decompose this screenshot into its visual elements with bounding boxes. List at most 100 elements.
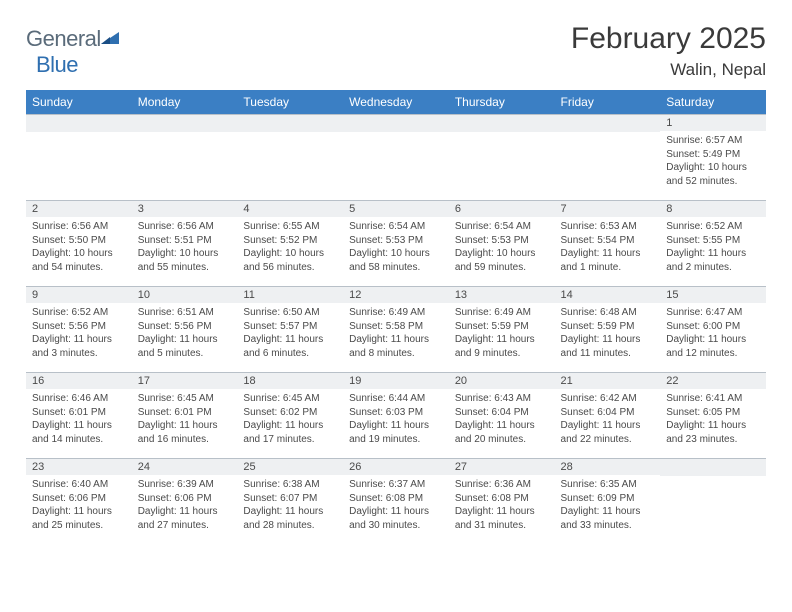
day-cell: 18Sunrise: 6:45 AMSunset: 6:02 PMDayligh… (237, 373, 343, 459)
day-line: Daylight: 10 hours and 59 minutes. (455, 247, 549, 274)
day-line: Sunset: 5:50 PM (32, 234, 126, 248)
header-row: General Blue February 2025 Walin, Nepal (26, 22, 766, 80)
day-line: Sunrise: 6:47 AM (666, 306, 760, 320)
day-line: Sunset: 6:02 PM (243, 406, 337, 420)
logo-blue-text: Blue (36, 52, 78, 77)
day-line: Sunrise: 6:54 AM (349, 220, 443, 234)
calendar-head: Sunday Monday Tuesday Wednesday Thursday… (26, 90, 766, 115)
day-cell (343, 115, 449, 201)
day-line: Sunrise: 6:56 AM (138, 220, 232, 234)
day-number: 17 (132, 373, 238, 389)
day-line: Sunrise: 6:37 AM (349, 478, 443, 492)
day-cell: 9Sunrise: 6:52 AMSunset: 5:56 PMDaylight… (26, 287, 132, 373)
day-line: Sunrise: 6:40 AM (32, 478, 126, 492)
day-number: 6 (449, 201, 555, 217)
day-detail-text: Sunrise: 6:49 AMSunset: 5:58 PMDaylight:… (343, 303, 449, 362)
day-line: Sunset: 5:52 PM (243, 234, 337, 248)
day-line: Sunset: 5:59 PM (455, 320, 549, 334)
day-line: Daylight: 11 hours and 17 minutes. (243, 419, 337, 446)
day-cell: 20Sunrise: 6:43 AMSunset: 6:04 PMDayligh… (449, 373, 555, 459)
day-line: Sunrise: 6:45 AM (243, 392, 337, 406)
day-line: Daylight: 11 hours and 31 minutes. (455, 505, 549, 532)
day-line: Sunrise: 6:52 AM (32, 306, 126, 320)
day-detail-text: Sunrise: 6:53 AMSunset: 5:54 PMDaylight:… (555, 217, 661, 276)
day-cell: 1Sunrise: 6:57 AMSunset: 5:49 PMDaylight… (660, 115, 766, 201)
day-number: 13 (449, 287, 555, 303)
day-line: Sunrise: 6:36 AM (455, 478, 549, 492)
day-header: Thursday (449, 90, 555, 115)
day-line: Sunrise: 6:41 AM (666, 392, 760, 406)
day-cell: 22Sunrise: 6:41 AMSunset: 6:05 PMDayligh… (660, 373, 766, 459)
day-line: Daylight: 11 hours and 23 minutes. (666, 419, 760, 446)
day-number: 22 (660, 373, 766, 389)
day-cell: 17Sunrise: 6:45 AMSunset: 6:01 PMDayligh… (132, 373, 238, 459)
day-line: Sunset: 6:07 PM (243, 492, 337, 506)
day-line: Sunrise: 6:55 AM (243, 220, 337, 234)
logo: General Blue (26, 26, 121, 78)
day-number: 20 (449, 373, 555, 389)
day-number: 12 (343, 287, 449, 303)
day-line: Sunset: 6:06 PM (138, 492, 232, 506)
day-cell: 7Sunrise: 6:53 AMSunset: 5:54 PMDaylight… (555, 201, 661, 287)
day-detail-text: Sunrise: 6:54 AMSunset: 5:53 PMDaylight:… (343, 217, 449, 276)
day-detail-text: Sunrise: 6:57 AMSunset: 5:49 PMDaylight:… (660, 131, 766, 190)
day-number: 19 (343, 373, 449, 389)
day-line: Daylight: 11 hours and 28 minutes. (243, 505, 337, 532)
day-line: Sunrise: 6:49 AM (455, 306, 549, 320)
day-line: Daylight: 11 hours and 16 minutes. (138, 419, 232, 446)
day-line: Daylight: 11 hours and 1 minute. (561, 247, 655, 274)
day-line: Sunset: 6:08 PM (349, 492, 443, 506)
day-number (555, 115, 661, 132)
title-block: February 2025 Walin, Nepal (571, 22, 766, 80)
day-number (343, 115, 449, 132)
day-line: Daylight: 10 hours and 55 minutes. (138, 247, 232, 274)
day-detail-text: Sunrise: 6:46 AMSunset: 6:01 PMDaylight:… (26, 389, 132, 448)
day-detail-text: Sunrise: 6:35 AMSunset: 6:09 PMDaylight:… (555, 475, 661, 534)
day-line: Sunset: 6:01 PM (32, 406, 126, 420)
day-number: 16 (26, 373, 132, 389)
week-row: 23Sunrise: 6:40 AMSunset: 6:06 PMDayligh… (26, 459, 766, 545)
day-cell: 23 Sunrise: 6:40 AMSunset: 6:06 PMDayligh… (26, 459, 132, 545)
day-detail-text: Sunrise: 6:42 AMSunset: 6:04 PMDaylight:… (555, 389, 661, 448)
day-detail-text: Sunrise: 6:47 AMSunset: 6:00 PMDaylight:… (660, 303, 766, 362)
day-line: Daylight: 11 hours and 30 minutes. (349, 505, 443, 532)
day-line: Sunrise: 6:45 AM (138, 392, 232, 406)
day-line: Sunrise: 6:44 AM (349, 392, 443, 406)
day-line: Sunset: 6:04 PM (455, 406, 549, 420)
logo-text-block: General Blue (26, 26, 121, 78)
day-line: Sunset: 5:59 PM (561, 320, 655, 334)
day-line: Daylight: 11 hours and 25 minutes. (32, 505, 126, 532)
day-line: Sunrise: 6:53 AM (561, 220, 655, 234)
day-line: Sunrise: 6:48 AM (561, 306, 655, 320)
day-detail-text: Sunrise: 6:49 AMSunset: 5:59 PMDaylight:… (449, 303, 555, 362)
day-cell: 26Sunrise: 6:37 AMSunset: 6:08 PMDayligh… (343, 459, 449, 545)
day-line: Sunrise: 6:52 AM (666, 220, 760, 234)
logo-sail-icon (99, 33, 121, 50)
day-cell (449, 115, 555, 201)
day-cell (660, 459, 766, 545)
day-detail-text: Sunrise: 6:36 AMSunset: 6:08 PMDaylight:… (449, 475, 555, 534)
day-number: 14 (555, 287, 661, 303)
day-cell: 3Sunrise: 6:56 AMSunset: 5:51 PMDaylight… (132, 201, 238, 287)
day-number: 27 (449, 459, 555, 475)
calendar-body: 1Sunrise: 6:57 AMSunset: 5:49 PMDaylight… (26, 115, 766, 545)
day-detail-text: Sunrise: 6:55 AMSunset: 5:52 PMDaylight:… (237, 217, 343, 276)
day-line: Sunrise: 6:42 AM (561, 392, 655, 406)
day-cell: 27Sunrise: 6:36 AMSunset: 6:08 PMDayligh… (449, 459, 555, 545)
day-line: Daylight: 11 hours and 8 minutes. (349, 333, 443, 360)
day-line: Sunset: 5:57 PM (243, 320, 337, 334)
day-number (237, 115, 343, 132)
week-row: 1Sunrise: 6:57 AMSunset: 5:49 PMDaylight… (26, 115, 766, 201)
day-line: Daylight: 10 hours and 56 minutes. (243, 247, 337, 274)
location-label: Walin, Nepal (571, 60, 766, 80)
day-cell (132, 115, 238, 201)
day-line: Daylight: 11 hours and 2 minutes. (666, 247, 760, 274)
day-number: 25 (237, 459, 343, 475)
day-line: Daylight: 10 hours and 52 minutes. (666, 161, 760, 188)
day-line: Sunset: 6:06 PM (32, 492, 126, 506)
day-header: Saturday (660, 90, 766, 115)
day-cell (555, 115, 661, 201)
day-detail-text: Sunrise: 6:39 AMSunset: 6:06 PMDaylight:… (132, 475, 238, 534)
day-detail-text: Sunrise: 6:56 AMSunset: 5:50 PMDaylight:… (26, 217, 132, 276)
day-number: 23 (26, 459, 132, 475)
